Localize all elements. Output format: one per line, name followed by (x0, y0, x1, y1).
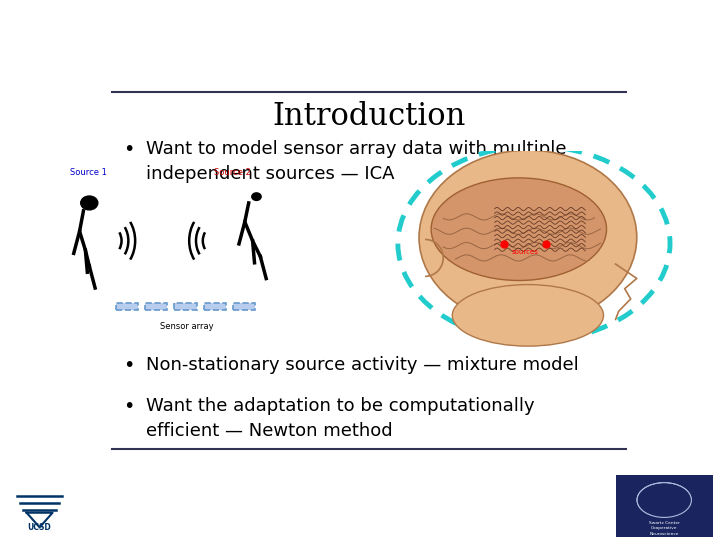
Text: Want to model sensor array data with multiple
independent sources — ICA: Want to model sensor array data with mul… (145, 140, 567, 183)
FancyBboxPatch shape (116, 303, 138, 310)
Text: Source 2: Source 2 (214, 167, 251, 177)
Circle shape (81, 196, 98, 210)
FancyBboxPatch shape (233, 303, 255, 310)
Text: Source 1: Source 1 (70, 167, 107, 177)
FancyBboxPatch shape (204, 303, 226, 310)
Text: Neuroscience: Neuroscience (649, 532, 679, 536)
Text: Non-stationary source activity — mixture model: Non-stationary source activity — mixture… (145, 356, 579, 374)
FancyBboxPatch shape (616, 475, 713, 537)
Text: •: • (124, 140, 135, 159)
Text: •: • (124, 397, 135, 416)
Text: •: • (124, 356, 135, 375)
Ellipse shape (419, 150, 636, 325)
Text: sources: sources (511, 249, 539, 255)
Ellipse shape (431, 178, 606, 280)
FancyBboxPatch shape (174, 303, 197, 310)
FancyBboxPatch shape (507, 307, 549, 344)
Text: UCSD: UCSD (28, 523, 51, 532)
Text: Introduction: Introduction (272, 102, 466, 132)
Text: Cooperative: Cooperative (651, 526, 678, 530)
Ellipse shape (452, 285, 603, 346)
Text: Swartz Center: Swartz Center (649, 521, 680, 524)
Text: Want the adaptation to be computationally
efficient — Newton method: Want the adaptation to be computationall… (145, 397, 534, 441)
Text: Sensor array: Sensor array (160, 322, 213, 331)
Circle shape (252, 193, 261, 200)
FancyBboxPatch shape (145, 303, 168, 310)
